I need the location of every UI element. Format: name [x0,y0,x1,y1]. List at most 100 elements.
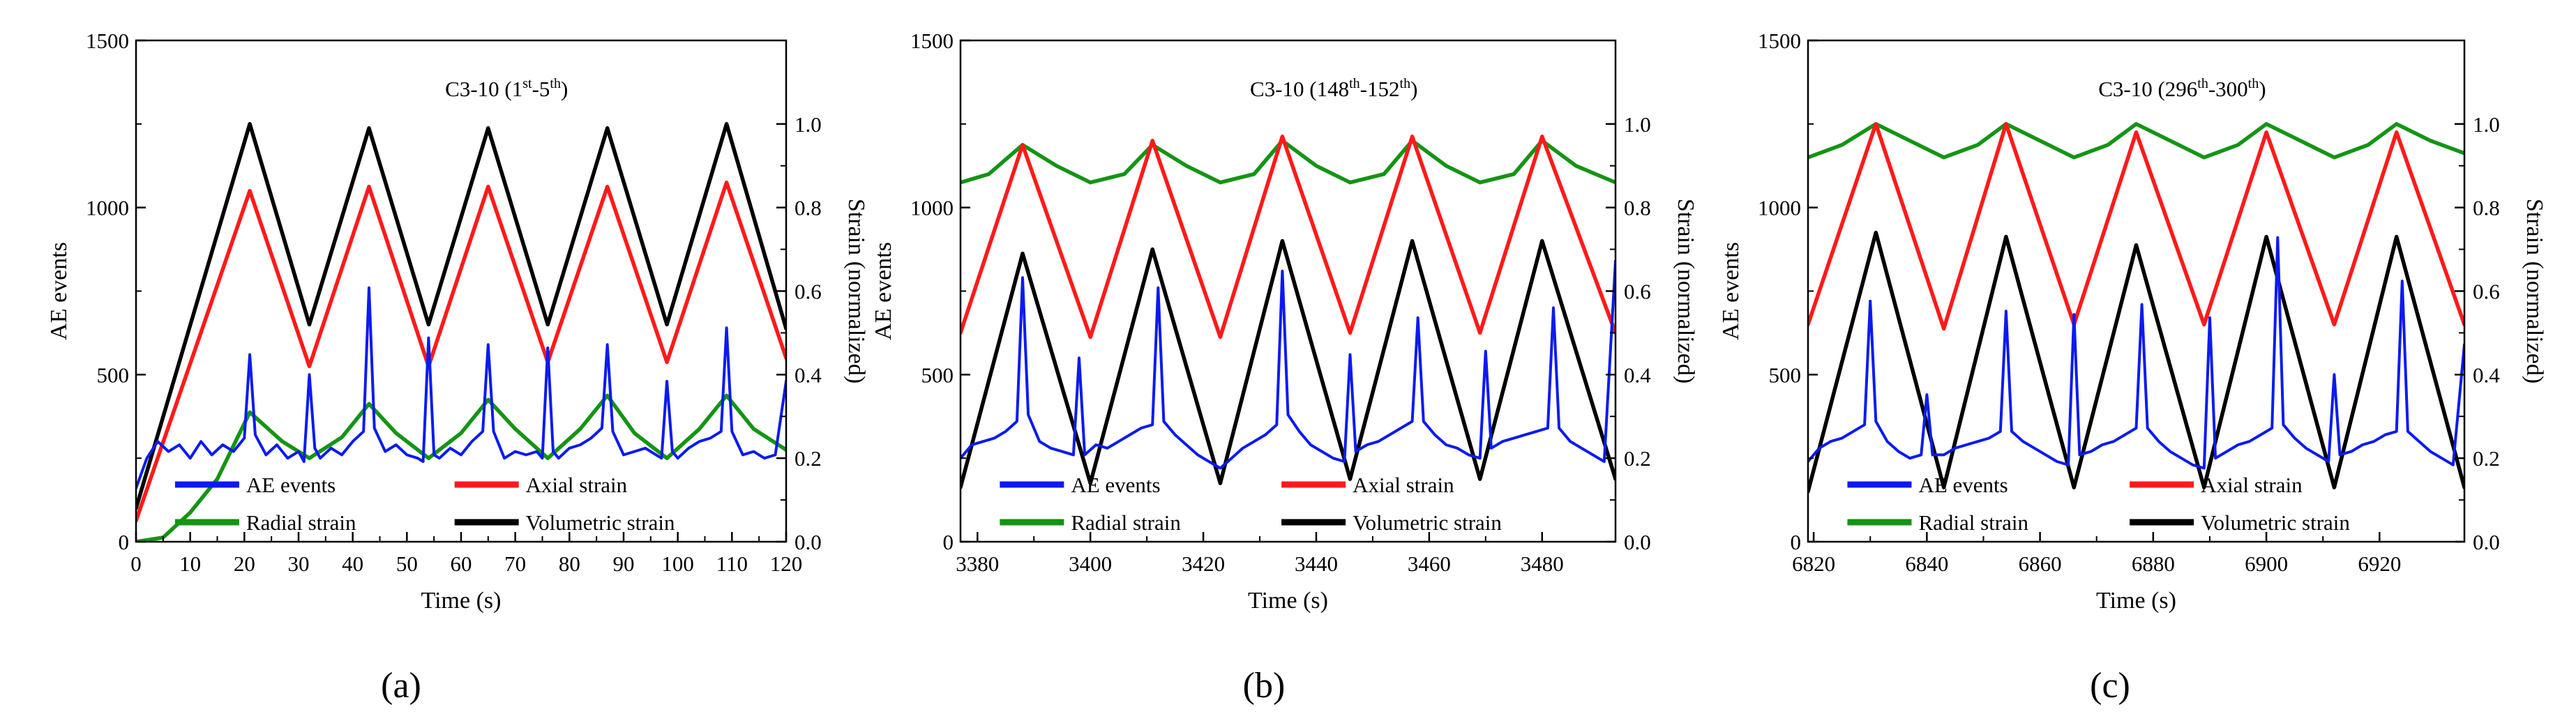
title-superscript: th [2197,76,2208,91]
y2-tick-label: 0.8 [794,196,822,220]
y2-tick-label: 0.4 [794,363,822,387]
x-tick-label: 6840 [1905,551,1948,576]
series-group [136,122,786,542]
x-tick-label: 3420 [1182,551,1225,576]
title-text: C3-10 (148 [1250,77,1349,101]
y-axis-label: AE events [1718,242,1744,340]
legend-label: Volumetric strain [1353,510,1502,535]
x-tick-label: 80 [559,551,580,576]
series-line-volumetric [1808,230,2464,494]
title-text: C3-10 (1 [445,77,522,101]
x-tick-label: 3400 [1069,551,1112,576]
title-superscript: st [522,76,532,91]
y-axis-label: AE events [871,242,896,340]
legend-label: Axial strain [1353,473,1454,497]
legend-label: Radial strain [1071,510,1181,535]
x-tick-label: 70 [504,551,526,576]
legend-label: Axial strain [2201,473,2303,497]
series-line-axial [961,135,1615,340]
legend-label: Axial strain [526,473,628,497]
title-text: ) [561,77,568,101]
x-tick-label: 6900 [2245,551,2288,576]
y-tick-label: 0 [119,530,130,554]
series-line-radial [136,393,786,542]
legend-label: AE events [1918,473,2008,497]
y2-tick-label: 1.0 [1624,112,1651,137]
chart-panel-1: 0 10 20 30 40 50 60 70 80 90 100 110 120 0 500 1000 1500… [46,29,869,706]
x-tick-label: 120 [770,551,803,576]
series-line-ae [961,259,1615,470]
x-tick-label: 110 [716,551,748,576]
y-axis-label: AE events [46,242,72,340]
chart-panel-3: 6820 6840 6860 6880 6900 6920 0 500 1000 1500 0.0 0… [1718,29,2547,706]
y-tick-label: 500 [97,363,130,387]
legend-label: Radial strain [246,510,356,535]
title-superscript: th [1349,76,1360,91]
y2-tick-label: 0.2 [2473,446,2500,471]
x-tick-label: 20 [234,551,255,576]
y2-tick-label: 0.8 [1624,196,1651,220]
panel-label: (a) [381,666,421,706]
legend-label: Volumetric strain [2201,510,2350,535]
y2-tick-label: 0.0 [2473,530,2500,554]
x-tick-label: 40 [342,551,363,576]
x-tick-label: 6860 [2019,551,2062,576]
x-axis-label: Time (s) [2096,588,2176,614]
legend-label: AE events [246,473,336,497]
title-text: -5 [532,77,550,101]
x-axis-label: Time (s) [1248,588,1328,614]
y2-tick-label: 0.0 [794,530,822,554]
y-tick-label: 500 [921,363,954,387]
y2-tick-label: 0.4 [1624,363,1651,387]
y-tick-label: 1500 [1758,29,1801,53]
chart-title: C3-10 (296th-300th) [2098,76,2266,101]
y2-tick-label: 1.0 [2473,112,2500,137]
legend: AE events Axial strain Radial strain Volume… [1847,473,2350,535]
y2-tick-label: 0.4 [2473,363,2500,387]
series-line-radial [961,139,1615,185]
title-text: -300 [2208,77,2248,101]
y-tick-label: 1000 [910,196,954,220]
chart-title: C3-10 (1st-5th) [445,76,568,101]
x-tick-label: 6920 [2358,551,2401,576]
y2-tick-label: 0.2 [1624,446,1651,471]
legend-label: Radial strain [1918,510,2028,535]
title-text: ) [1410,77,1417,101]
series-group [961,135,1615,489]
y-tick-label: 0 [943,530,954,554]
y-tick-label: 0 [1791,530,1802,554]
y2-axis-label: Strain (normalized) [2522,199,2547,383]
y-tick-label: 1000 [86,196,129,220]
y2-tick-label: 0.6 [794,280,822,304]
panel-label: (b) [1243,666,1286,706]
legend: AE events Axial strain Radial strain Volume… [1000,473,1502,535]
x-tick-label: 6880 [2132,551,2175,576]
plot-frame [959,39,1617,543]
y-tick-label: 500 [1769,363,1802,387]
x-tick-label: 3380 [956,551,999,576]
series-line-ae [1808,236,2464,470]
legend-label: Volumetric strain [526,510,675,535]
x-tick-label: 3440 [1295,551,1338,576]
y2-tick-label: 0.0 [1624,530,1651,554]
y2-tick-label: 1.0 [794,112,822,137]
y2-tick-label: 0.6 [2473,280,2500,304]
x-tick-label: 50 [396,551,418,576]
x-tick-label: 0 [130,551,142,576]
chart-title: C3-10 (148th-152th) [1250,76,1417,101]
plot-frame [1807,39,2466,543]
title-text: C3-10 (296 [2098,77,2197,101]
y2-tick-label: 0.2 [794,446,822,471]
series-line-axial [136,180,786,523]
series-line-volumetric [136,122,786,510]
x-tick-label: 10 [179,551,201,576]
title-superscript: th [2248,76,2259,91]
x-tick-label: 6820 [1792,551,1835,576]
panel-label: (c) [2090,666,2130,706]
y2-axis-label: Strain (normalized) [843,199,869,383]
legend-label: AE events [1071,473,1160,497]
y2-axis-label: Strain (normalized) [1673,199,1698,383]
y-tick-label: 1000 [1758,196,1801,220]
x-axis-label: Time (s) [421,588,502,614]
title-superscript: th [550,76,561,91]
